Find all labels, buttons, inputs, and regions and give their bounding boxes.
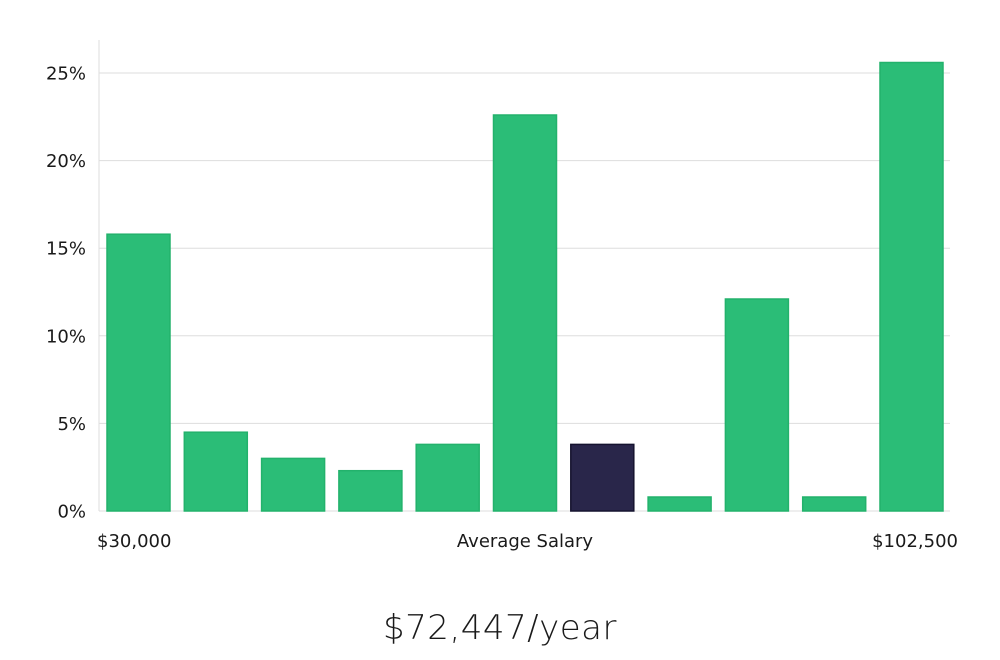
y-tick-label: 0% — [57, 502, 86, 523]
bar — [492, 114, 558, 512]
bar — [183, 431, 249, 512]
bar — [879, 61, 944, 512]
bars — [106, 61, 944, 512]
y-tick-label: 25% — [46, 64, 86, 85]
y-tick-label: 20% — [46, 151, 86, 172]
salary-distribution-chart: 0%5%10%15%20%25% $30,000 Average Salary … — [46, 40, 958, 552]
bar — [106, 233, 171, 512]
bar — [338, 469, 403, 512]
bar — [415, 443, 480, 512]
bar — [801, 496, 867, 512]
y-tick-label: 15% — [46, 239, 86, 260]
bar — [260, 457, 326, 512]
x-label-center: Average Salary — [457, 531, 594, 552]
y-tick-labels: 0% 5% 10% 15% 20% 25% — [46, 64, 86, 523]
y-tick-label: 10% — [46, 326, 86, 347]
y-tick-label: 5% — [57, 414, 86, 435]
x-label-right: $102,500 — [872, 531, 958, 552]
bar — [647, 496, 712, 512]
bar — [724, 298, 790, 512]
x-label-left: $30,000 — [97, 531, 171, 552]
average-salary-value: $72,447/year — [383, 608, 617, 648]
bar-highlighted — [570, 443, 635, 512]
